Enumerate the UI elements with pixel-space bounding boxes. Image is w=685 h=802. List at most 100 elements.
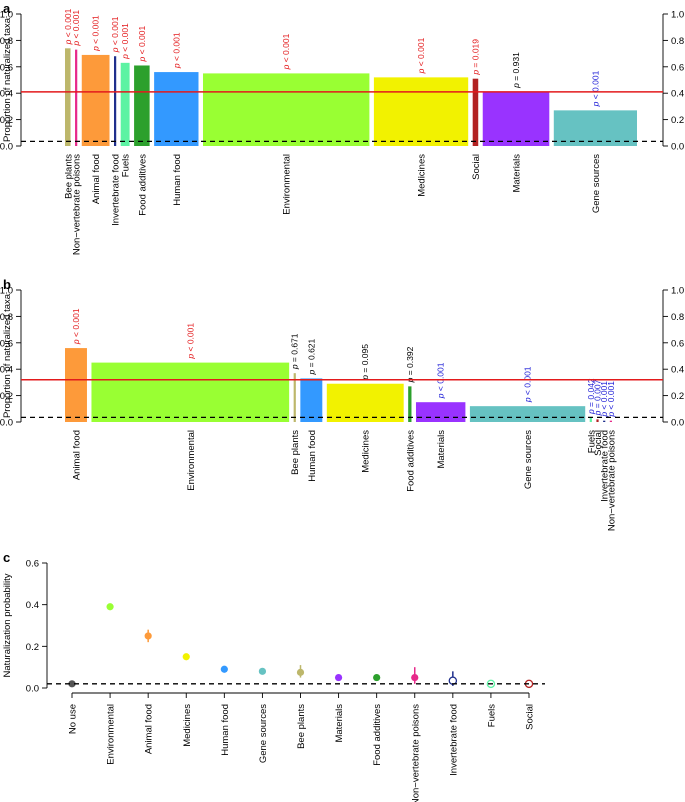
p-value-label: p < 0.001 bbox=[110, 16, 120, 53]
category-label: Invertebrate food bbox=[111, 154, 122, 226]
panel-b: b0.0 0.00.2 0.20.4 0.40.6 0.60.8 0.81.0 1.0Pro… bbox=[0, 277, 684, 531]
p-value-label: p < 0.001 bbox=[171, 32, 181, 69]
category-label: Environmental bbox=[282, 154, 293, 215]
category-label: Environmental bbox=[106, 704, 117, 765]
category-label: No use bbox=[68, 704, 79, 734]
category-label: Social bbox=[593, 430, 604, 456]
y-tick-label-right: 0.8 bbox=[671, 36, 684, 47]
category-label: Non−vertebrate poisons bbox=[410, 704, 421, 802]
p-value-label: p < 0.001 bbox=[436, 362, 446, 399]
y-tick-label-left: 0.2 bbox=[0, 391, 13, 402]
point-marker bbox=[182, 653, 190, 661]
y-tick-label-left: 0.6 bbox=[26, 559, 39, 570]
category-label: Human food bbox=[220, 704, 231, 756]
y-tick-label-left: 0.0 bbox=[0, 418, 13, 429]
bar bbox=[326, 383, 404, 422]
bar bbox=[373, 77, 469, 146]
y-axis-label: Naturalization probability bbox=[2, 573, 13, 677]
bar bbox=[300, 378, 323, 422]
y-tick-label-right: 0.4 bbox=[671, 365, 684, 376]
y-tick-label-left: 0.4 bbox=[0, 89, 13, 100]
bar bbox=[113, 56, 117, 146]
category-label: Bee plants bbox=[63, 154, 74, 199]
category-label: Non−vertebrate poisons bbox=[72, 154, 83, 255]
y-tick-label-left: 0.6 bbox=[0, 62, 13, 73]
point-marker bbox=[106, 603, 114, 611]
p-value-label: p < 0.001 bbox=[71, 10, 81, 47]
bar bbox=[603, 420, 606, 422]
point-marker bbox=[296, 668, 305, 676]
y-tick-label-left: 0.0 bbox=[0, 142, 13, 153]
bar bbox=[75, 49, 78, 146]
category-label: Bee plants bbox=[296, 704, 307, 749]
category-label: Invertebrate food bbox=[600, 430, 611, 502]
point-marker bbox=[334, 673, 343, 682]
y-tick-label-left: 0.2 bbox=[26, 642, 39, 653]
y-tick-label-right: 0.8 bbox=[671, 312, 684, 323]
p-value-label: p = 0.931 bbox=[511, 52, 521, 89]
p-value-label: p = 0.042 bbox=[586, 378, 596, 415]
y-tick-label-left: 1.0 bbox=[0, 286, 13, 297]
y-tick-label-left: 0.8 bbox=[0, 36, 13, 47]
category-label: Materials bbox=[512, 154, 523, 193]
y-axis-label: Proportion of naturalized taxa bbox=[2, 17, 13, 142]
bar bbox=[415, 402, 466, 422]
panel-letter: c bbox=[3, 550, 10, 565]
bar bbox=[120, 62, 130, 147]
bar bbox=[472, 78, 479, 146]
bar bbox=[202, 73, 370, 146]
y-tick-label-left: 0.2 bbox=[0, 115, 13, 126]
panel-letter: b bbox=[3, 277, 11, 292]
category-label: Food additives bbox=[405, 430, 416, 492]
category-label: Fuels bbox=[486, 704, 497, 727]
point-marker bbox=[220, 665, 228, 673]
y-tick-label-right: 0.0 bbox=[671, 142, 684, 153]
bar bbox=[609, 420, 612, 422]
y-tick-label-right: 0.6 bbox=[671, 62, 684, 73]
category-label: Bee plants bbox=[290, 430, 301, 475]
p-value-label: p < 0.001 bbox=[185, 323, 195, 360]
p-value-label: p = 0.671 bbox=[290, 333, 300, 370]
p-value-label: p = 0.621 bbox=[306, 338, 316, 375]
p-value-label: p < 0.001 bbox=[91, 15, 101, 52]
category-label: Materials bbox=[436, 430, 447, 469]
category-label: Medicines bbox=[361, 430, 372, 473]
p-value-label: p = 0.392 bbox=[405, 346, 415, 383]
category-label: Gene sources bbox=[591, 154, 602, 213]
y-axis-label: Proportion of naturalized taxa bbox=[2, 293, 13, 418]
bar bbox=[154, 72, 199, 146]
point-marker bbox=[411, 673, 419, 682]
category-label: Human food bbox=[172, 154, 183, 206]
bar bbox=[553, 110, 637, 146]
y-tick-label-left: 0.6 bbox=[0, 338, 13, 349]
y-tick-label-left: 1.0 bbox=[0, 10, 13, 21]
p-value-label: p < 0.001 bbox=[137, 26, 147, 63]
category-label: Materials bbox=[334, 704, 345, 743]
bar bbox=[91, 362, 290, 422]
bar bbox=[65, 348, 87, 422]
p-value-label: p < 0.001 bbox=[281, 33, 291, 70]
y-tick-label-right: 1.0 bbox=[671, 10, 684, 21]
y-tick-label-right: 0.6 bbox=[671, 338, 684, 349]
category-label: Non−vertebrate poisons bbox=[606, 430, 617, 531]
category-label: Medicines bbox=[417, 154, 428, 197]
category-label: Animal food bbox=[91, 154, 102, 204]
panel-a: a0.0 0.00.2 0.20.4 0.40.6 0.60.8 0.81.0 1.0Pro… bbox=[0, 1, 684, 255]
category-label: Animal food bbox=[144, 704, 155, 754]
panel-c: c 0.0 0.2 0.4 0.6 Naturalization probability N… bbox=[2, 550, 545, 802]
bar bbox=[81, 54, 110, 146]
p-value-label: p < 0.001 bbox=[63, 8, 73, 45]
bar bbox=[596, 419, 599, 422]
p-value-label: p < 0.001 bbox=[120, 23, 130, 60]
y-tick-label-right: 0.4 bbox=[671, 89, 684, 100]
bar bbox=[65, 48, 71, 146]
p-value-label: p = 0.007 bbox=[593, 379, 603, 416]
category-label: Environmental bbox=[186, 430, 197, 491]
y-tick-label-right: 1.0 bbox=[671, 286, 684, 297]
category-label: Social bbox=[471, 154, 482, 180]
p-value-label: p = 0.019 bbox=[470, 39, 480, 76]
p-value-label: p < 0.001 bbox=[71, 308, 81, 345]
point-marker bbox=[373, 673, 381, 682]
p-value-label: p < 0.001 bbox=[416, 37, 426, 74]
